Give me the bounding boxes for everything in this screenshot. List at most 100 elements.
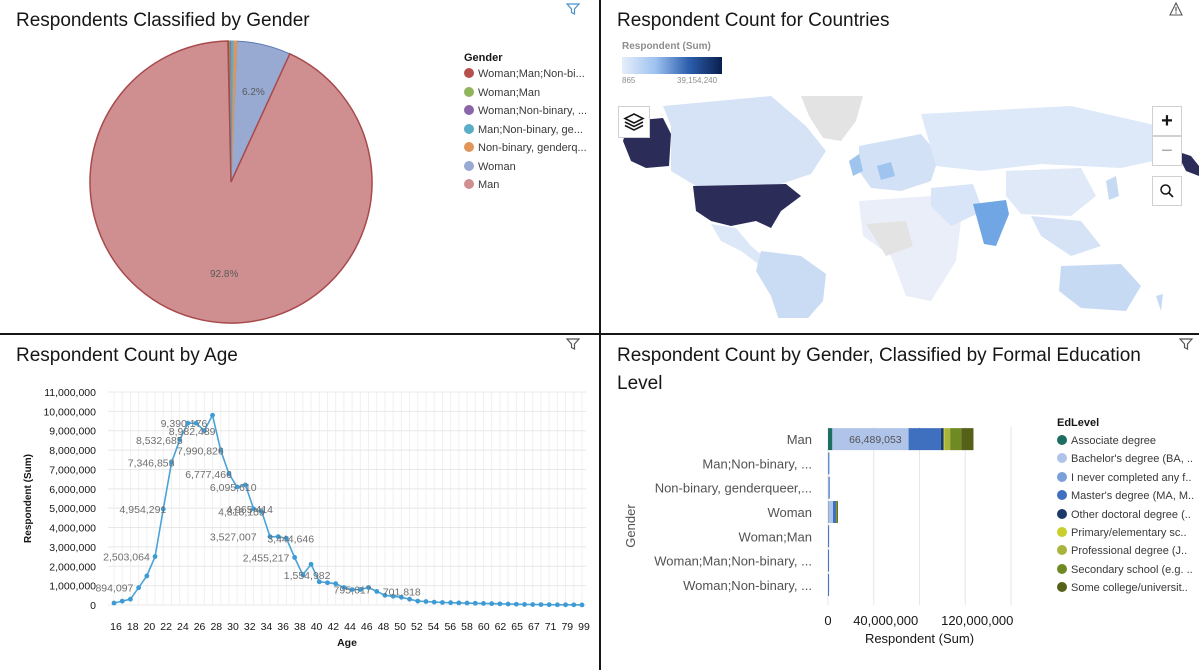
bar-segment[interactable] bbox=[943, 428, 945, 451]
data-point[interactable] bbox=[481, 601, 486, 606]
bar-segment[interactable] bbox=[828, 476, 829, 499]
legend-item[interactable]: Professional degree (J.. bbox=[1057, 545, 1187, 557]
data-point[interactable] bbox=[407, 596, 412, 602]
data-point[interactable] bbox=[456, 600, 462, 606]
data-point[interactable] bbox=[292, 555, 298, 560]
data-point[interactable] bbox=[242, 482, 248, 488]
bar-segment[interactable] bbox=[828, 573, 830, 596]
legend-item[interactable]: Woman;Man;Non-bi... bbox=[464, 68, 585, 80]
bar-segment[interactable] bbox=[833, 501, 836, 523]
bar-segment[interactable] bbox=[836, 501, 838, 523]
legend-item[interactable]: Man bbox=[464, 179, 499, 191]
data-point[interactable] bbox=[382, 592, 388, 598]
warning-icon[interactable] bbox=[1169, 2, 1183, 16]
data-point[interactable] bbox=[341, 585, 347, 590]
data-point[interactable] bbox=[423, 599, 429, 604]
data-point[interactable] bbox=[448, 600, 454, 606]
data-point[interactable] bbox=[357, 587, 363, 592]
data-point[interactable] bbox=[201, 428, 207, 434]
bar-segment[interactable] bbox=[944, 428, 951, 451]
data-point[interactable] bbox=[210, 412, 215, 418]
legend-item[interactable]: Primary/elementary sc.. bbox=[1057, 527, 1187, 539]
data-point[interactable] bbox=[316, 579, 322, 585]
bar-segment[interactable] bbox=[828, 428, 833, 451]
legend-item[interactable]: Associate degree bbox=[1057, 435, 1156, 447]
data-point[interactable] bbox=[513, 601, 519, 607]
bar-segment[interactable] bbox=[828, 525, 830, 548]
data-point[interactable] bbox=[128, 596, 133, 602]
legend-item[interactable]: Some college/universit.. bbox=[1057, 582, 1188, 594]
data-point[interactable] bbox=[398, 594, 404, 600]
data-point[interactable] bbox=[546, 602, 552, 608]
data-point[interactable] bbox=[366, 585, 371, 590]
bar-segment[interactable] bbox=[940, 428, 944, 451]
data-point[interactable] bbox=[554, 602, 560, 608]
data-point[interactable] bbox=[308, 561, 314, 567]
data-point[interactable] bbox=[579, 602, 585, 608]
bar-segment[interactable] bbox=[828, 452, 830, 475]
data-point[interactable] bbox=[119, 598, 125, 604]
data-point[interactable] bbox=[111, 600, 117, 606]
data-point[interactable] bbox=[390, 593, 396, 599]
data-point[interactable] bbox=[571, 602, 577, 608]
data-point[interactable] bbox=[530, 602, 536, 607]
data-point[interactable] bbox=[136, 585, 142, 591]
data-point[interactable] bbox=[505, 601, 511, 607]
data-point[interactable] bbox=[563, 602, 568, 608]
data-point[interactable] bbox=[300, 572, 306, 578]
zoom-out-button[interactable]: − bbox=[1152, 136, 1182, 166]
data-point[interactable] bbox=[522, 602, 527, 607]
data-point[interactable] bbox=[193, 420, 199, 426]
data-point[interactable] bbox=[259, 509, 265, 515]
bar-segment[interactable] bbox=[828, 476, 830, 499]
world-map[interactable] bbox=[601, 96, 1199, 326]
bar-segment[interactable] bbox=[961, 428, 974, 451]
data-point[interactable] bbox=[169, 460, 174, 466]
data-point[interactable] bbox=[275, 534, 281, 540]
data-point[interactable] bbox=[152, 554, 158, 559]
data-point[interactable] bbox=[226, 471, 232, 477]
data-point[interactable] bbox=[333, 581, 339, 587]
data-point[interactable] bbox=[284, 535, 289, 541]
legend-item[interactable]: I never completed any f.. bbox=[1057, 471, 1191, 484]
data-point[interactable] bbox=[251, 506, 256, 512]
bar-segment[interactable] bbox=[832, 428, 909, 451]
data-point[interactable] bbox=[349, 587, 355, 592]
data-point[interactable] bbox=[374, 589, 380, 594]
data-point[interactable] bbox=[234, 484, 240, 490]
bar-segment[interactable] bbox=[950, 428, 962, 451]
data-point[interactable] bbox=[177, 437, 183, 443]
data-point[interactable] bbox=[325, 580, 330, 586]
filter-icon[interactable] bbox=[566, 2, 580, 16]
data-point[interactable] bbox=[538, 602, 544, 608]
data-point[interactable] bbox=[144, 573, 150, 579]
bar-segment[interactable] bbox=[908, 428, 941, 451]
legend-item[interactable]: Master's degree (MA, M.. bbox=[1057, 490, 1194, 502]
legend-item[interactable]: Man;Non-binary, ge... bbox=[464, 123, 583, 136]
data-point[interactable] bbox=[440, 600, 445, 605]
pie-slice-man[interactable] bbox=[89, 40, 373, 324]
data-point[interactable] bbox=[464, 600, 470, 606]
data-point[interactable] bbox=[431, 599, 437, 605]
filter-icon[interactable] bbox=[566, 337, 580, 351]
legend-item[interactable]: Woman bbox=[464, 160, 516, 173]
legend-item[interactable]: Non-binary, genderq... bbox=[464, 142, 587, 154]
data-point[interactable] bbox=[497, 601, 503, 607]
data-point[interactable] bbox=[489, 601, 495, 607]
data-point[interactable] bbox=[472, 600, 478, 606]
legend-item[interactable]: Woman;Non-binary, ... bbox=[464, 105, 587, 117]
filter-icon[interactable] bbox=[1179, 337, 1193, 351]
legend-item[interactable]: Secondary school (e.g. .. bbox=[1057, 563, 1193, 576]
legend-item[interactable]: Other doctoral degree (.. bbox=[1057, 508, 1191, 521]
data-point[interactable] bbox=[415, 598, 421, 604]
bar-segment[interactable] bbox=[828, 549, 830, 572]
data-point[interactable] bbox=[160, 506, 166, 512]
layers-button[interactable] bbox=[618, 106, 650, 138]
search-map-button[interactable] bbox=[1152, 176, 1182, 206]
data-point[interactable] bbox=[267, 534, 273, 540]
legend-item[interactable]: Bachelor's degree (BA, .. bbox=[1057, 453, 1193, 465]
zoom-in-button[interactable]: + bbox=[1152, 106, 1182, 136]
bar-segment[interactable] bbox=[828, 501, 834, 523]
data-point[interactable] bbox=[185, 420, 191, 426]
legend-item[interactable]: Woman;Man bbox=[464, 86, 540, 99]
